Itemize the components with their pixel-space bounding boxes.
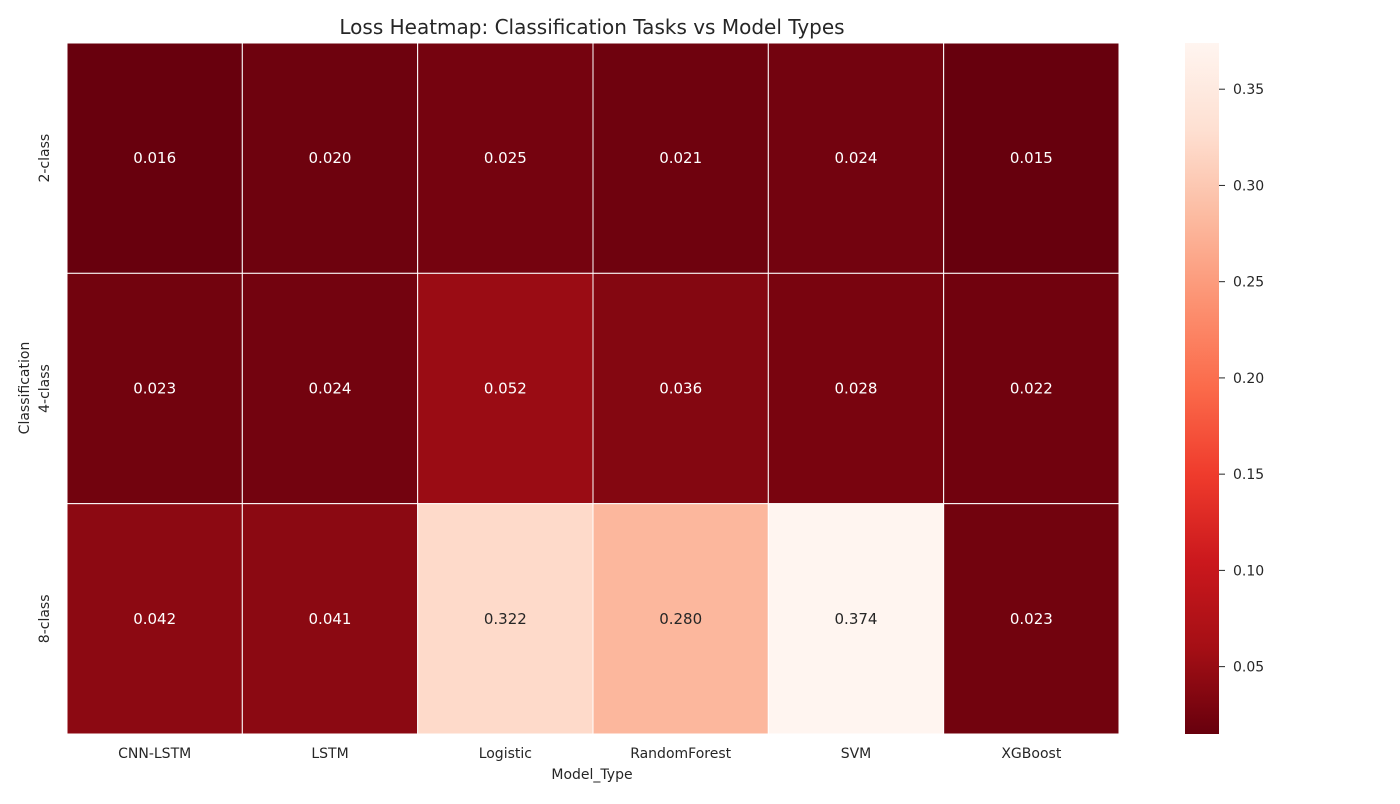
y-tick-label: 2-class bbox=[37, 134, 53, 183]
x-tick-label: RandomForest bbox=[630, 746, 731, 762]
heatmap-cell bbox=[592, 503, 769, 735]
cell-value-label: 0.020 bbox=[309, 149, 352, 167]
cell-value-label: 0.024 bbox=[835, 149, 878, 167]
cell-value-label: 0.016 bbox=[133, 149, 176, 167]
heatmap-cell bbox=[417, 503, 594, 735]
x-tick-label: LSTM bbox=[311, 746, 348, 762]
colorbar-tick-label: 0.15 bbox=[1233, 467, 1264, 483]
colorbar-tick-label: 0.20 bbox=[1233, 371, 1264, 387]
heatmap-cell bbox=[592, 42, 769, 274]
colorbar-tick-label: 0.35 bbox=[1233, 82, 1264, 98]
heatmap-cell bbox=[241, 503, 419, 735]
chart-title: Loss Heatmap: Classification Tasks vs Mo… bbox=[339, 15, 844, 39]
heatmap-cell bbox=[943, 503, 1120, 735]
heatmap-cell bbox=[417, 42, 594, 274]
colorbar-tick-label: 0.05 bbox=[1233, 660, 1264, 676]
cell-value-label: 0.015 bbox=[1010, 149, 1053, 167]
x-tick-label: SVM bbox=[841, 746, 872, 762]
heatmap-cell bbox=[66, 272, 243, 505]
colorbar-tick-label: 0.30 bbox=[1233, 178, 1264, 194]
x-tick-label: Logistic bbox=[479, 746, 532, 762]
heatmap-cell bbox=[592, 272, 769, 505]
cell-value-label: 0.280 bbox=[659, 610, 702, 628]
x-tick-label: CNN-LSTM bbox=[118, 746, 191, 762]
heatmap-cell bbox=[241, 272, 419, 505]
cell-value-label: 0.052 bbox=[484, 380, 527, 398]
heatmap-cells bbox=[66, 42, 1120, 735]
heatmap-cell bbox=[943, 272, 1120, 505]
y-axis-label: Classification bbox=[17, 342, 33, 435]
heatmap-cell bbox=[66, 503, 243, 735]
x-tick-labels: CNN-LSTM LSTM Logistic RandomForest SVM XGBoo… bbox=[118, 746, 1062, 762]
y-tick-labels: 2-class 4-class 8-class bbox=[37, 134, 53, 643]
colorbar-tick-label: 0.25 bbox=[1233, 275, 1264, 291]
cell-value-label: 0.042 bbox=[133, 610, 176, 628]
heatmap-cell bbox=[943, 42, 1120, 274]
cell-value-label: 0.021 bbox=[659, 149, 702, 167]
cell-value-label: 0.023 bbox=[133, 380, 176, 398]
heatmap-cell bbox=[767, 503, 945, 735]
x-axis-label: Model_Type bbox=[551, 767, 632, 783]
cell-value-label: 0.036 bbox=[659, 380, 702, 398]
cell-value-label: 0.028 bbox=[835, 380, 878, 398]
heatmap-cell bbox=[767, 42, 945, 274]
x-tick-label: XGBoost bbox=[1001, 746, 1061, 762]
cell-value-label: 0.024 bbox=[309, 380, 352, 398]
colorbar-ticks: 0.05 0.10 0.15 0.20 0.25 0.30 0.35 bbox=[1219, 82, 1264, 676]
cell-labels: 0.016 0.020 0.025 0.021 0.024 0.015 0.023 0.024… bbox=[133, 149, 1053, 628]
y-tick-label: 8-class bbox=[37, 594, 53, 643]
colorbar bbox=[1185, 43, 1219, 734]
colorbar-tick-label: 0.10 bbox=[1233, 563, 1264, 579]
heatmap-cell bbox=[241, 42, 419, 274]
cell-value-label: 0.022 bbox=[1010, 380, 1053, 398]
heatmap-cell bbox=[66, 42, 243, 274]
cell-value-label: 0.374 bbox=[835, 610, 878, 628]
cell-value-label: 0.041 bbox=[309, 610, 352, 628]
cell-value-label: 0.322 bbox=[484, 610, 527, 628]
cell-value-label: 0.023 bbox=[1010, 610, 1053, 628]
cell-value-label: 0.025 bbox=[484, 149, 527, 167]
y-tick-label: 4-class bbox=[37, 364, 53, 413]
